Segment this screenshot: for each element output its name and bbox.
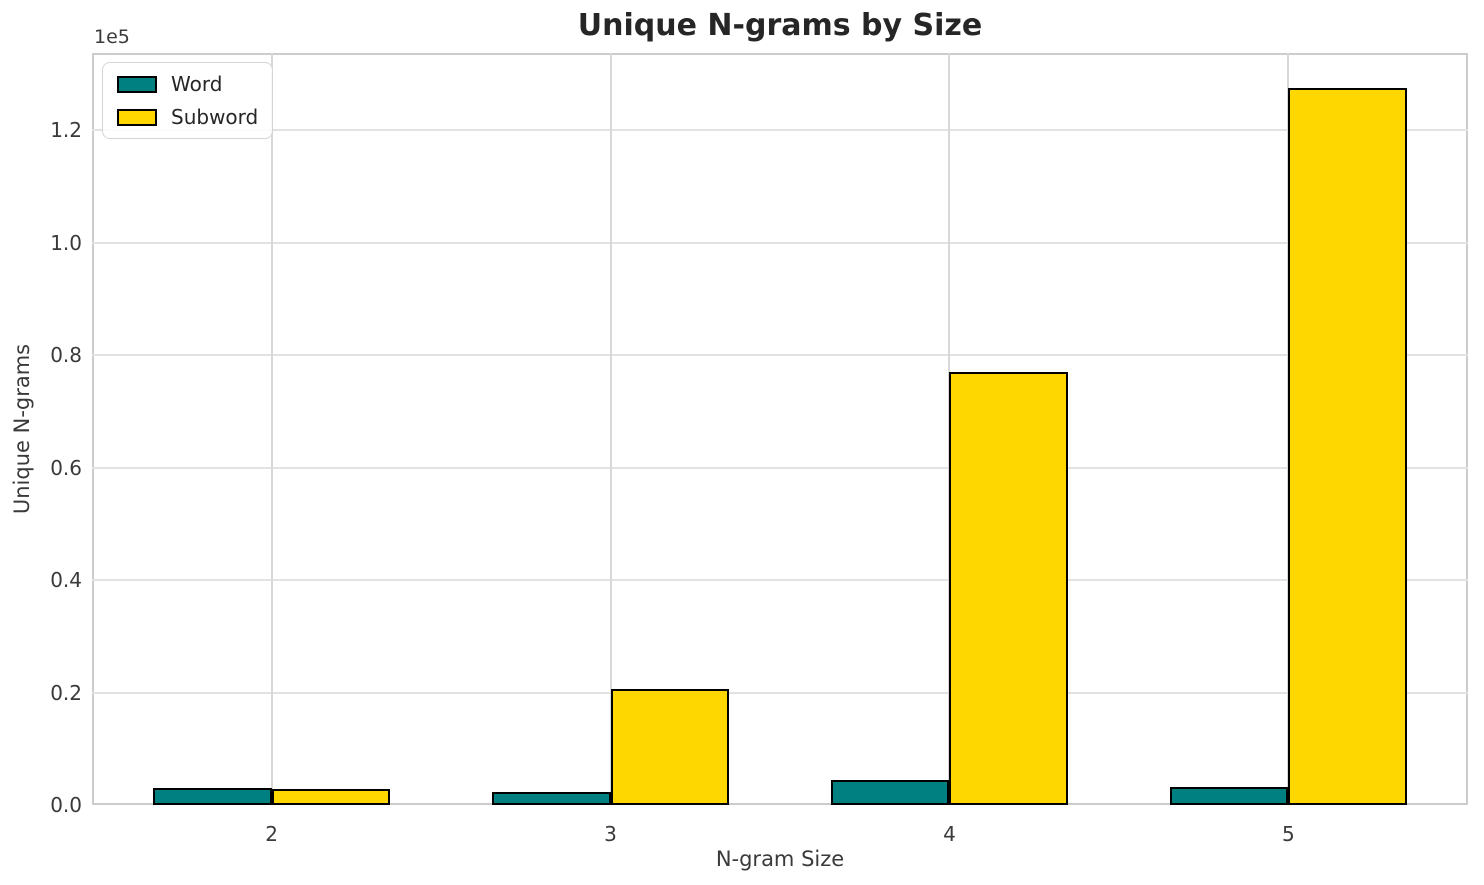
y-tick-label: 0.0 [50,793,82,817]
x-gridline [270,53,273,805]
x-tick-label: 2 [265,822,278,846]
x-tick-label: 4 [943,822,956,846]
legend-label-word: Word [171,72,223,96]
y-gridline [92,691,1468,694]
y-tick-label: 0.8 [50,343,82,368]
subword-bar [949,371,1069,805]
y-tick-label: 0.4 [50,568,82,593]
legend-item-word: Word [117,72,258,96]
word-bar [491,792,611,805]
y-tick-label: 1.0 [50,230,82,255]
legend-item-subword: Subword [117,105,258,129]
x-tick-label: 3 [604,822,617,846]
y-tick-label: 1.2 [50,118,82,143]
subword-series-swatch [117,108,157,126]
x-tick-label: 5 [1281,822,1295,846]
legend-label-subword: Subword [171,105,259,129]
y-gridline [92,129,1468,132]
word-bar [1169,787,1289,805]
y-gridline [92,354,1468,357]
word-bar [153,788,272,805]
y-gridline [92,241,1468,244]
subword-bar [610,688,730,805]
y-axis-label: Unique N-grams [10,343,34,515]
y-axis-offset-text: 1e5 [94,26,130,48]
y-tick-label: 0.6 [50,455,82,480]
x-gridline [609,53,612,805]
word-bar [830,780,950,805]
subword-bar [271,788,391,805]
x-axis-label: N-gram Size [715,847,845,871]
word-series-swatch [117,75,157,93]
y-gridline [92,579,1468,582]
y-gridline [92,466,1468,469]
plot-area [92,53,1468,805]
subword-bar [1288,87,1407,805]
legend: Word Subword [102,62,274,139]
y-tick-label: 0.2 [50,680,82,705]
chart-title: Unique N-grams by Size [577,8,983,43]
